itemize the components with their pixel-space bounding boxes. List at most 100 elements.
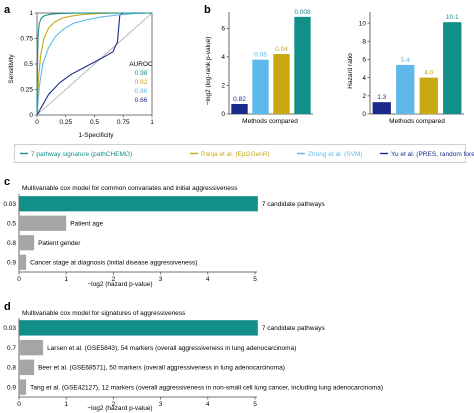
- cox-common-x-tick-label: 3: [159, 276, 163, 283]
- cox-aggr-x-tick-label: 3: [159, 401, 163, 408]
- panel-label-c: c: [4, 176, 10, 188]
- cox-aggr-bar: [19, 379, 27, 395]
- legend-box: [14, 144, 466, 163]
- cox-common-category-label: Patient age: [70, 221, 103, 228]
- cox-aggr-p-value-label: 0.8: [7, 365, 16, 372]
- cox-aggr-category-label: 7 candidate pathways: [262, 325, 326, 332]
- hazard-bar: [372, 102, 391, 114]
- cox-aggr-x-tick-label: 0: [17, 401, 21, 408]
- cox-common-x-tick-label: 0: [17, 276, 21, 283]
- cox-common-p-value-label: 0.9: [7, 260, 16, 267]
- roc-y-tick-label: 0.25: [20, 87, 33, 94]
- logrank-bar: [273, 54, 290, 114]
- cox-aggr-x-tick-label: 4: [206, 401, 210, 408]
- method-legend: 7 pathway signature (pathCHEMO) Panja et …: [20, 151, 474, 158]
- logrank-bar: [252, 59, 269, 114]
- panel-label-a: a: [4, 4, 11, 16]
- roc-auroc-value: 0.98: [135, 70, 148, 77]
- cox-aggr-p-value-label: 0.03: [3, 325, 16, 332]
- cox-common-covariates-chart: Multivariable cox model for common conva…: [3, 185, 325, 288]
- hazard-y-tick-label: 8: [362, 38, 366, 45]
- cox-common-x-tick-label: 1: [64, 276, 68, 283]
- roc-auroc-value: 0.92: [135, 79, 148, 86]
- logrank-y-axis-label: −log2 (log-rank p-value): [205, 37, 212, 106]
- cox-common-category-label: Patient gender: [38, 240, 81, 247]
- cox-common-category-label: Cancer stage at diagnosis (initial disea…: [30, 260, 197, 267]
- roc-auroc-value: 0.66: [135, 97, 148, 104]
- cox-aggr-p-value-label: 0.9: [7, 384, 16, 391]
- roc-x-tick-label: 0: [35, 119, 39, 126]
- cox-common-p-value-label: 0.03: [3, 201, 16, 208]
- roc-curve-series: [36, 12, 152, 116]
- roc-x-tick-label: 1: [150, 119, 154, 126]
- cox-common-x-tick-label: 2: [112, 276, 116, 283]
- cox-aggr-title: Multivariable cox model for signatures o…: [22, 310, 186, 317]
- logrank-bar-value-label: 0.06: [254, 52, 267, 59]
- logrank-x-axis-label: Methods compared: [242, 118, 298, 125]
- cox-common-bar: [19, 196, 258, 212]
- cox-aggr-p-value-label: 0.7: [7, 345, 16, 352]
- roc-x-tick-label: 0.25: [59, 119, 72, 126]
- logrank-bar: [231, 104, 248, 114]
- hazard-y-axis-label: Hazard ratio: [347, 53, 354, 89]
- cox-common-category-label: 7 candidate pathways: [262, 201, 326, 208]
- legend-item-label: Zhong et al. (SVM): [308, 151, 363, 158]
- cox-aggr-category-label: Tang et al. (GSE42127), 12 markers (over…: [30, 384, 383, 391]
- roc-legend-title: AUROC: [129, 61, 153, 68]
- hazard-y-tick-label: 6: [362, 57, 366, 64]
- cox-aggr-x-tick-label: 1: [64, 401, 68, 408]
- panel-label-d: d: [4, 301, 11, 313]
- hazard-bar: [443, 22, 462, 115]
- roc-y-tick-label: 0.5: [24, 61, 33, 68]
- cox-aggr-x-axis-label: −log2 (hazard p-value): [87, 405, 152, 412]
- cox-aggr-bar: [19, 339, 44, 356]
- roc-x-tick-label: 0.75: [117, 119, 130, 126]
- logrank-y-tick-label: 4: [221, 54, 225, 61]
- hazard-y-tick-label: 0: [362, 111, 366, 118]
- cox-common-p-value-label: 0.5: [7, 221, 16, 228]
- logrank-y-tick-label: 0: [221, 111, 225, 118]
- roc-x-axis-label: 1-Specificity: [78, 132, 114, 139]
- roc-chart: Sensitivity 1-Specificity AUROC 0 0.25 0.5…: [8, 10, 154, 139]
- legend-item-label: 7 pathway signature (pathCHEMO): [31, 151, 132, 158]
- hazard-y-tick-label: 2: [362, 93, 366, 100]
- hazard-y-tick-label: 4: [362, 75, 366, 82]
- hazard-bar-value-label: 10.1: [446, 14, 459, 21]
- roc-x-tick-label: 0.5: [90, 119, 99, 126]
- cox-common-x-tick-label: 5: [253, 276, 257, 283]
- logrank-y-tick-label: 6: [221, 25, 225, 32]
- cox-aggr-x-tick-label: 2: [112, 401, 116, 408]
- hazard-bar: [419, 77, 438, 114]
- cox-aggressiveness-chart: Multivariable cox model for signatures o…: [3, 310, 383, 412]
- cox-aggr-bar: [19, 359, 35, 376]
- logrank-bar-value-label: 0.04: [275, 46, 288, 53]
- legend-item-label: Yu et al. (PRES, random forest): [391, 151, 474, 158]
- hazard-bar-value-label: 4.0: [424, 70, 433, 77]
- logrank-y-tick-label: 2: [221, 83, 225, 90]
- logrank-bar-chart: −log2 (log-rank p-value) Methods compare…: [205, 9, 313, 125]
- hazard-y-tick-label: 10: [359, 20, 367, 27]
- logrank-bar: [294, 16, 311, 114]
- cox-aggr-x-tick-label: 5: [253, 401, 257, 408]
- hazard-bar: [396, 64, 415, 114]
- roc-y-axis-label: Sensitivity: [8, 54, 15, 84]
- cox-common-p-value-label: 0.8: [7, 240, 16, 247]
- logrank-bar-value-label: 0.008: [294, 9, 311, 16]
- cox-common-bar: [19, 235, 35, 251]
- cox-common-bar: [19, 215, 67, 231]
- cox-aggr-category-label: Larsen et al. (GSE5843), 54 markers (ove…: [47, 345, 296, 352]
- cox-common-x-axis-label: −log2 (hazard p-value): [87, 281, 152, 288]
- roc-auroc-value: 0.86: [135, 88, 148, 95]
- roc-diagonal-line: [36, 12, 153, 116]
- legend-item-label: Panja et al. (Epi2GenR): [201, 151, 270, 158]
- cox-aggr-category-label: Beer et al. (GSE68571), 50 markers (over…: [38, 365, 285, 372]
- hazard-ratio-bar-chart: Hazard ratio Methods compared 0 2 4 6 8 10 1.3…: [347, 12, 464, 125]
- hazard-bar-value-label: 1.3: [377, 94, 386, 101]
- hazard-bar-value-label: 5.4: [401, 57, 410, 64]
- cox-aggr-bar: [19, 320, 258, 336]
- panel-label-b: b: [204, 4, 211, 16]
- cox-common-x-tick-label: 4: [206, 276, 210, 283]
- hazard-x-axis-label: Methods compared: [389, 118, 445, 125]
- roc-curve-series: [36, 12, 153, 116]
